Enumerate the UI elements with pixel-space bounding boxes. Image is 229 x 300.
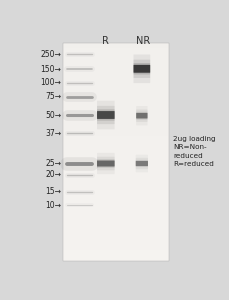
Bar — [63, 103, 169, 108]
Bar — [63, 234, 169, 239]
Text: 2ug loading
NR=Non-
reduced
R=reduced: 2ug loading NR=Non- reduced R=reduced — [173, 136, 216, 167]
Bar — [63, 136, 169, 141]
FancyBboxPatch shape — [97, 111, 114, 119]
FancyBboxPatch shape — [97, 160, 114, 166]
FancyBboxPatch shape — [134, 63, 150, 74]
Bar — [63, 59, 169, 65]
FancyBboxPatch shape — [136, 160, 148, 167]
Text: 25→: 25→ — [46, 159, 61, 168]
Bar — [63, 87, 169, 92]
Bar — [63, 125, 169, 130]
Bar — [63, 250, 169, 256]
Bar — [63, 70, 169, 76]
Bar — [63, 54, 169, 59]
Bar — [63, 229, 169, 234]
Bar — [63, 43, 169, 48]
Bar — [63, 130, 169, 136]
Bar — [63, 76, 169, 81]
Text: 20→: 20→ — [46, 170, 61, 179]
Bar — [63, 201, 169, 207]
FancyBboxPatch shape — [134, 65, 150, 73]
Bar — [63, 239, 169, 245]
Text: 10→: 10→ — [46, 201, 61, 210]
FancyBboxPatch shape — [136, 113, 147, 118]
Text: NR: NR — [136, 36, 150, 46]
Bar — [63, 256, 169, 261]
FancyBboxPatch shape — [136, 112, 147, 120]
Bar — [63, 212, 169, 218]
Bar — [63, 43, 169, 261]
Bar — [63, 147, 169, 152]
Bar — [63, 98, 169, 103]
Bar — [63, 163, 169, 168]
FancyBboxPatch shape — [136, 161, 148, 166]
Text: 75→: 75→ — [45, 92, 61, 101]
Bar — [63, 81, 169, 87]
FancyBboxPatch shape — [97, 159, 114, 168]
Bar — [63, 65, 169, 70]
Bar — [63, 223, 169, 229]
Bar — [63, 152, 169, 158]
Text: 15→: 15→ — [46, 188, 61, 196]
FancyBboxPatch shape — [97, 153, 114, 174]
Bar — [63, 179, 169, 185]
Bar — [63, 48, 169, 54]
Bar — [63, 168, 169, 174]
Bar — [63, 174, 169, 179]
Text: 100→: 100→ — [41, 78, 61, 87]
FancyBboxPatch shape — [97, 101, 114, 129]
FancyBboxPatch shape — [134, 55, 150, 83]
FancyBboxPatch shape — [134, 60, 150, 78]
Bar — [63, 196, 169, 201]
Bar — [63, 108, 169, 114]
FancyBboxPatch shape — [136, 158, 148, 169]
Bar — [63, 119, 169, 125]
Bar — [63, 218, 169, 223]
Bar — [63, 114, 169, 119]
Text: 37→: 37→ — [45, 129, 61, 138]
Text: 150→: 150→ — [41, 65, 61, 74]
FancyBboxPatch shape — [97, 109, 114, 121]
Bar — [63, 245, 169, 250]
FancyBboxPatch shape — [97, 157, 114, 170]
Text: R: R — [102, 36, 109, 46]
Bar — [63, 185, 169, 190]
Bar — [63, 190, 169, 196]
FancyBboxPatch shape — [136, 110, 147, 122]
Text: 50→: 50→ — [45, 110, 61, 119]
Text: 250→: 250→ — [41, 50, 61, 59]
Bar — [63, 158, 169, 163]
Bar — [63, 92, 169, 98]
FancyBboxPatch shape — [97, 106, 114, 124]
Bar — [63, 207, 169, 212]
Bar — [63, 141, 169, 147]
